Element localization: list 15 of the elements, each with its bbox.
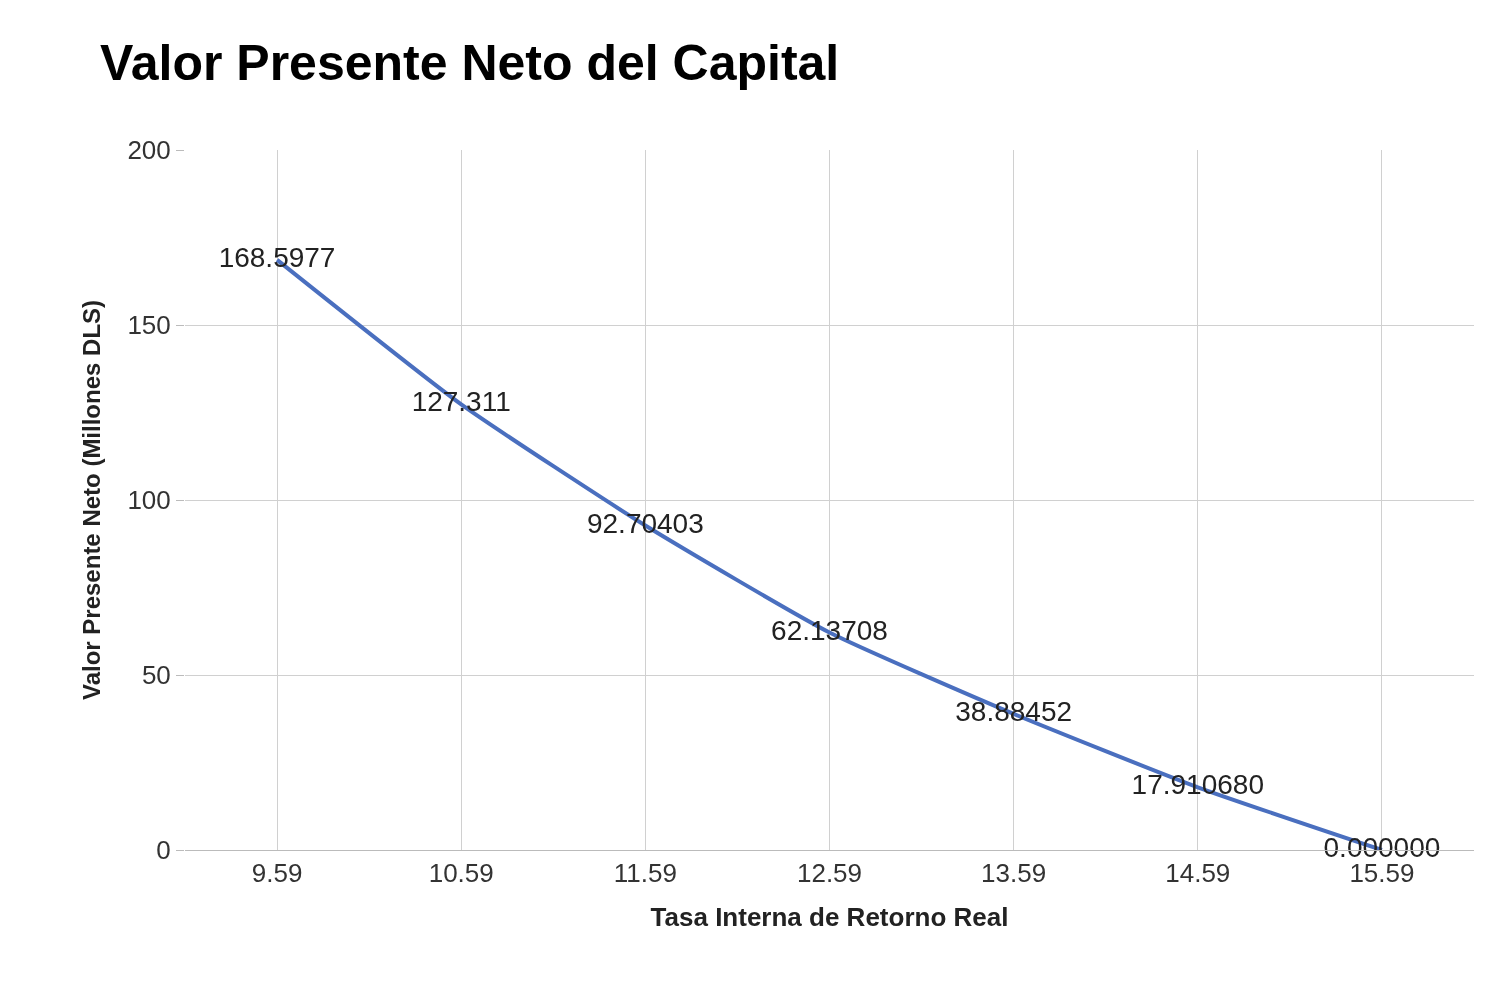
y-tick-label: 100 [127, 485, 171, 516]
chart-title: Valor Presente Neto del Capital [100, 35, 840, 91]
y-tick-label: 150 [127, 310, 171, 341]
data-label: 168.5977 [218, 241, 336, 273]
x-tick-label: 10.59 [428, 858, 494, 889]
x-tick-label: 12.59 [796, 858, 863, 889]
y-axis-title: Valor Presente Neto (Millones DLS) [77, 299, 105, 701]
x-tick-label: 11.59 [613, 858, 677, 889]
x-tick-label: 14.59 [1165, 858, 1231, 889]
x-tick-label: 9.59 [251, 858, 303, 889]
x-tick-label: 13.59 [981, 858, 1047, 889]
y-tick-label: 0 [156, 835, 171, 866]
x-axis-title: Tasa Interna de Retorno Real [650, 901, 1009, 932]
y-tick-label: 50 [141, 660, 171, 691]
y-tick-label: 200 [127, 135, 171, 166]
